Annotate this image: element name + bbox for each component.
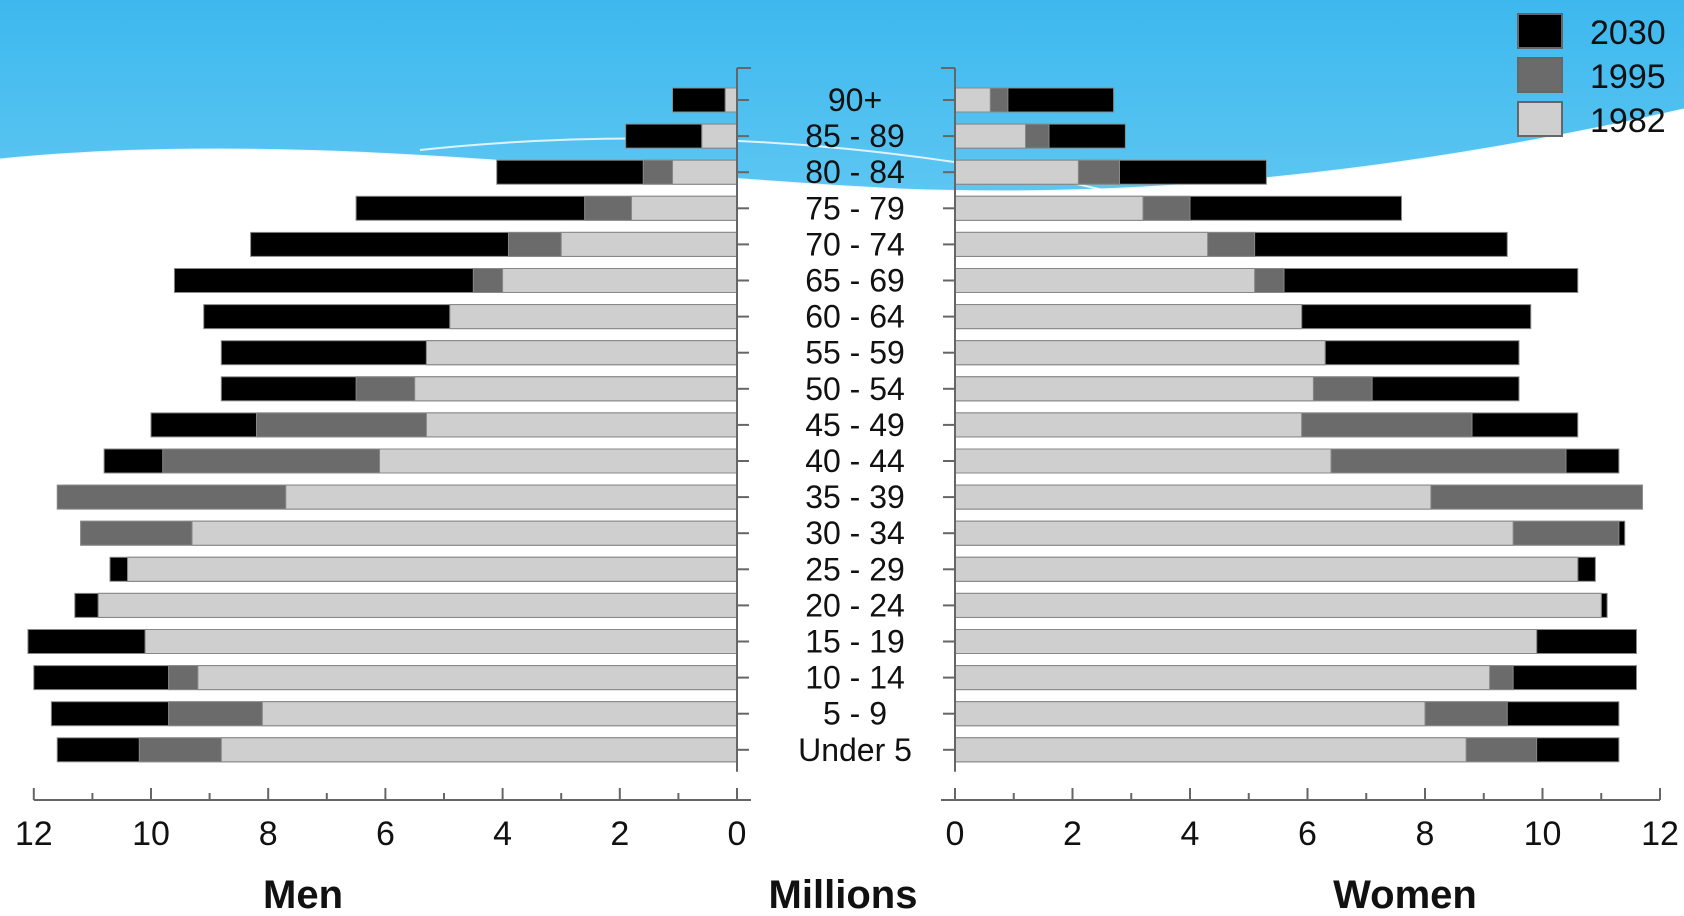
bar-women-1982-25-29 [954, 556, 1579, 582]
bar-women-1982-20-24 [954, 592, 1602, 618]
age-label-20-24: 20 - 24 [805, 587, 905, 623]
legend-label-2030: 2030 [1590, 14, 1666, 52]
bar-men-1982-90plus [724, 87, 738, 113]
age-label-85-89: 85 - 89 [805, 118, 905, 154]
bar-men-1982-80-84 [672, 159, 738, 185]
bar-men-1982-30-34 [191, 520, 738, 546]
bar-women-1982-60-64 [954, 304, 1303, 330]
women-tick-label-4: 4 [1181, 815, 1200, 853]
legend-label-1982: 1982 [1590, 102, 1666, 140]
bar-women-1982-90plus [954, 87, 991, 113]
bar-women-1982-80-84 [954, 159, 1079, 185]
axis-title-millions: Millions [769, 873, 918, 916]
bar-women-1982-85-89 [954, 123, 1026, 149]
bar-women-1982-5-9 [954, 701, 1426, 727]
age-label-65-69: 65 - 69 [805, 263, 905, 299]
bar-women-1982-30-34 [954, 520, 1514, 546]
men-tick-label-6: 6 [376, 815, 395, 853]
legend: 2030 1995 1982 [1517, 13, 1666, 140]
bar-men-1982-5-9 [261, 701, 738, 727]
bar-men-1982-65-69 [502, 268, 738, 293]
bar-women-1982-75-79 [954, 195, 1144, 221]
bar-women-1982-under-5 [954, 737, 1467, 763]
age-label-40-44: 40 - 44 [805, 443, 905, 479]
legend-swatch-2030 [1517, 13, 1563, 49]
women-tick-label-0: 0 [946, 815, 965, 853]
age-label-25-29: 25 - 29 [805, 551, 905, 587]
bar-men-1982-25-29 [127, 556, 738, 582]
bar-women-1982-40-44 [954, 448, 1332, 474]
bar-men-1982-50-54 [414, 376, 738, 402]
legend-swatch-1995 [1517, 57, 1563, 93]
age-label-55-59: 55 - 59 [805, 335, 905, 371]
bar-women-1982-15-19 [954, 629, 1538, 654]
men-tick-label-4: 4 [493, 815, 512, 853]
tick-labels-layer: 0 0 2 2 4 4 6 6 8 8 10 10 12 12 [15, 815, 1679, 853]
age-label-70-74: 70 - 74 [805, 226, 905, 262]
women-tick-label-8: 8 [1416, 815, 1435, 853]
age-label-15-19: 15 - 19 [805, 624, 905, 660]
bar-men-1982-85-89 [701, 123, 738, 149]
men-tick-label-2: 2 [610, 815, 629, 853]
bar-men-1982-40-44 [379, 448, 738, 474]
age-label-75-79: 75 - 79 [805, 190, 905, 226]
age-label-80-84: 80 - 84 [805, 154, 905, 190]
axes-layer [32, 67, 1661, 801]
bar-women-1982-50-54 [954, 376, 1314, 402]
bar-men-1982-45-49 [425, 412, 738, 438]
age-label-5-9: 5 - 9 [823, 696, 887, 732]
bar-men-1982-15-19 [144, 629, 738, 654]
men-tick-label-12: 12 [15, 815, 53, 853]
age-label-under-5: Under 5 [798, 732, 912, 768]
men-tick-label-0: 0 [728, 815, 747, 853]
bars-layer [27, 87, 1643, 763]
bar-men-1982-10-14 [197, 665, 738, 691]
bar-men-1982-under-5 [220, 737, 738, 763]
bar-men-1982-55-59 [425, 340, 738, 366]
women-tick-label-2: 2 [1063, 815, 1082, 853]
age-label-30-34: 30 - 34 [805, 515, 905, 551]
bar-women-1982-70-74 [954, 231, 1209, 257]
bar-women-1982-65-69 [954, 268, 1256, 293]
bar-women-1982-55-59 [954, 340, 1326, 366]
bar-women-1982-10-14 [954, 665, 1491, 691]
age-label-45-49: 45 - 49 [805, 407, 905, 443]
women-tick-label-12: 12 [1641, 815, 1679, 853]
bar-women-1982-45-49 [954, 412, 1303, 438]
bar-men-1982-20-24 [97, 592, 738, 618]
legend-swatch-1982 [1517, 101, 1563, 137]
age-label-60-64: 60 - 64 [805, 299, 905, 335]
women-tick-label-6: 6 [1298, 815, 1317, 853]
men-tick-label-8: 8 [259, 815, 278, 853]
women-tick-label-10: 10 [1524, 815, 1562, 853]
bar-men-1982-35-39 [285, 484, 738, 510]
axis-title-men: Men [263, 873, 343, 916]
age-label-35-39: 35 - 39 [805, 479, 905, 515]
men-tick-label-10: 10 [132, 815, 170, 853]
legend-label-1995: 1995 [1590, 58, 1666, 96]
bar-women-1982-35-39 [954, 484, 1432, 510]
bar-men-1982-70-74 [560, 231, 738, 257]
axis-title-women: Women [1333, 873, 1477, 916]
age-label-50-54: 50 - 54 [805, 371, 905, 407]
age-label-10-14: 10 - 14 [805, 660, 905, 696]
bar-men-1982-60-64 [449, 304, 738, 330]
bar-men-1982-75-79 [631, 195, 738, 221]
age-label-90plus: 90+ [828, 82, 882, 118]
